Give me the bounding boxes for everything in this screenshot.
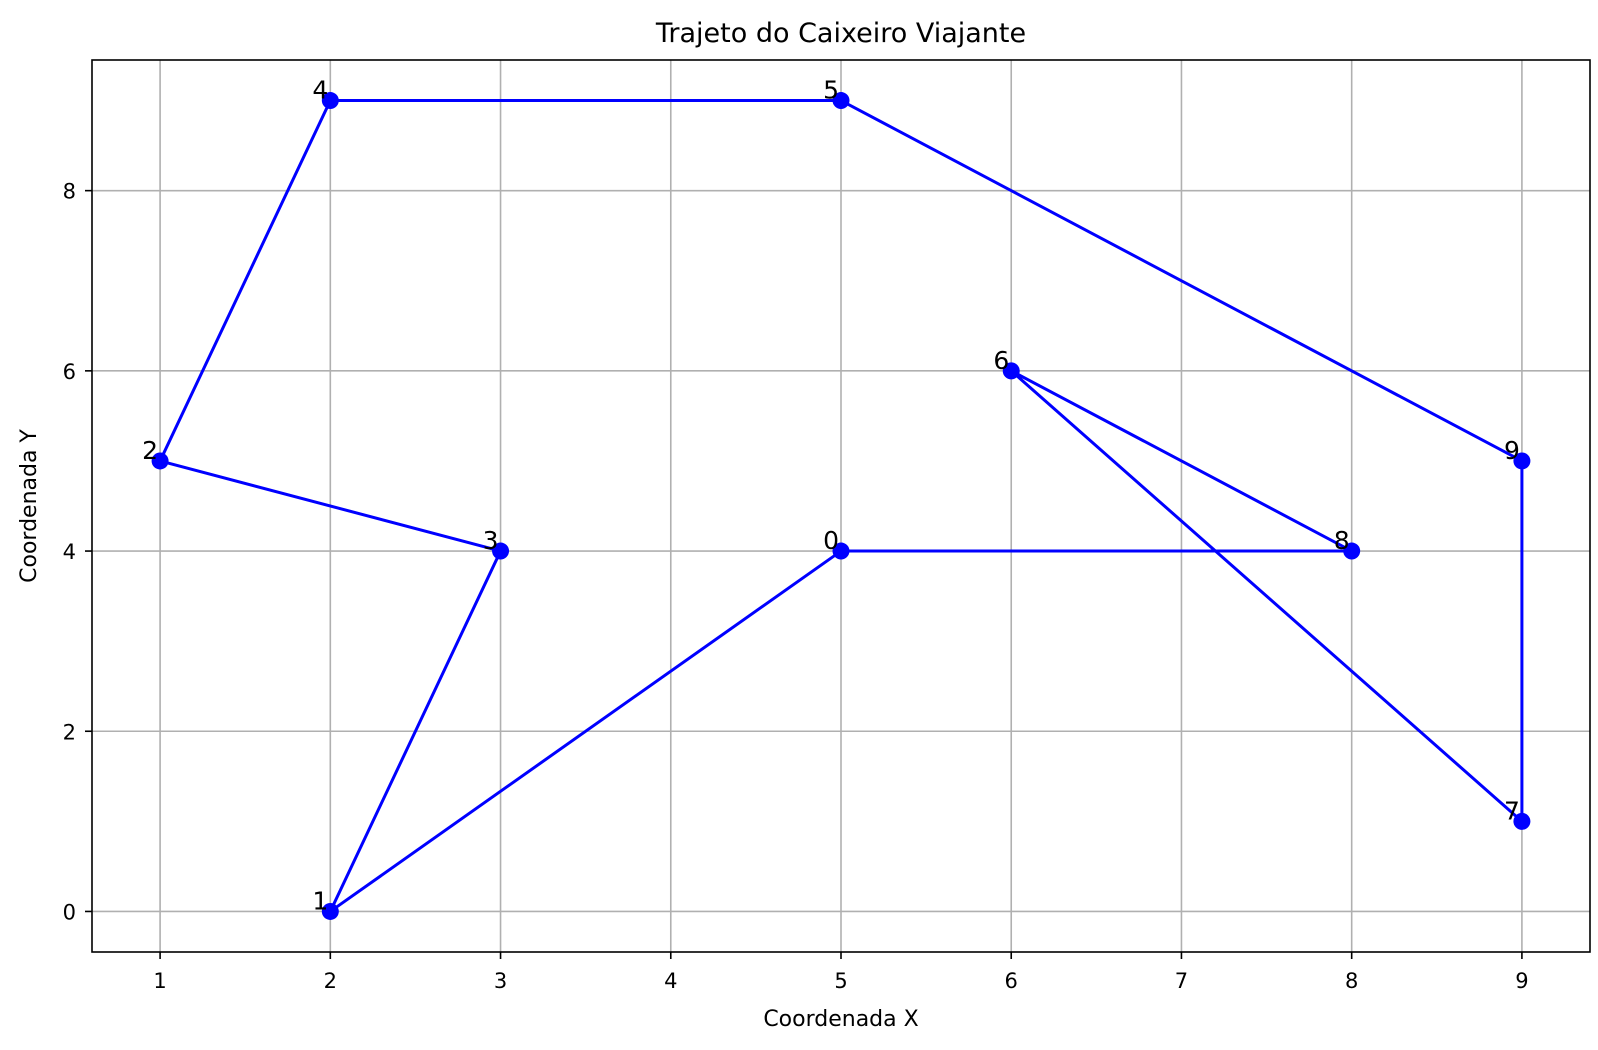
x-tick-label: 4 xyxy=(664,969,677,993)
point-label: 3 xyxy=(483,526,499,555)
chart-title: Trajeto do Caixeiro Viajante xyxy=(655,18,1026,49)
y-tick-label: 8 xyxy=(63,180,76,204)
markers xyxy=(151,92,1531,920)
point-label: 7 xyxy=(1504,796,1520,825)
y-tick-label: 6 xyxy=(63,360,76,384)
x-tick-label: 7 xyxy=(1175,969,1188,993)
point-label: 6 xyxy=(993,346,1009,375)
x-tick-label: 6 xyxy=(1005,969,1018,993)
y-axis-label: Coordenada Y xyxy=(17,429,42,583)
route-point xyxy=(151,452,169,470)
y-tick-label: 4 xyxy=(63,540,76,564)
route-point xyxy=(321,902,339,920)
x-tick-label: 3 xyxy=(494,969,507,993)
route-point xyxy=(492,542,510,560)
route-point xyxy=(1513,812,1531,830)
point-label: 4 xyxy=(312,76,328,105)
x-tick-label: 2 xyxy=(324,969,337,993)
y-tick-label: 0 xyxy=(63,900,76,924)
route-point xyxy=(321,92,339,110)
x-axis-label: Coordenada X xyxy=(763,1007,918,1032)
x-tick-label: 8 xyxy=(1345,969,1358,993)
x-tick-label: 9 xyxy=(1515,969,1528,993)
route-point xyxy=(832,542,850,560)
grid xyxy=(92,60,1590,952)
point-label: 0 xyxy=(823,526,839,555)
x-tick-label: 5 xyxy=(834,969,847,993)
route-point xyxy=(832,92,850,110)
route-point xyxy=(1002,362,1020,380)
point-label: 2 xyxy=(142,436,158,465)
point-label: 1 xyxy=(312,886,328,915)
route-point xyxy=(1343,542,1361,560)
point-label: 9 xyxy=(1504,436,1520,465)
route-point xyxy=(1513,452,1531,470)
point-label: 5 xyxy=(823,76,839,105)
ticks: 1 2 3 4 5 6 7 8 9 0 2 4 6 8 xyxy=(63,180,1529,993)
y-tick-label: 2 xyxy=(63,720,76,744)
point-labels: 0 1 2 3 4 5 6 7 8 9 xyxy=(142,76,1520,916)
x-tick-label: 1 xyxy=(153,969,166,993)
point-label: 8 xyxy=(1334,526,1350,555)
